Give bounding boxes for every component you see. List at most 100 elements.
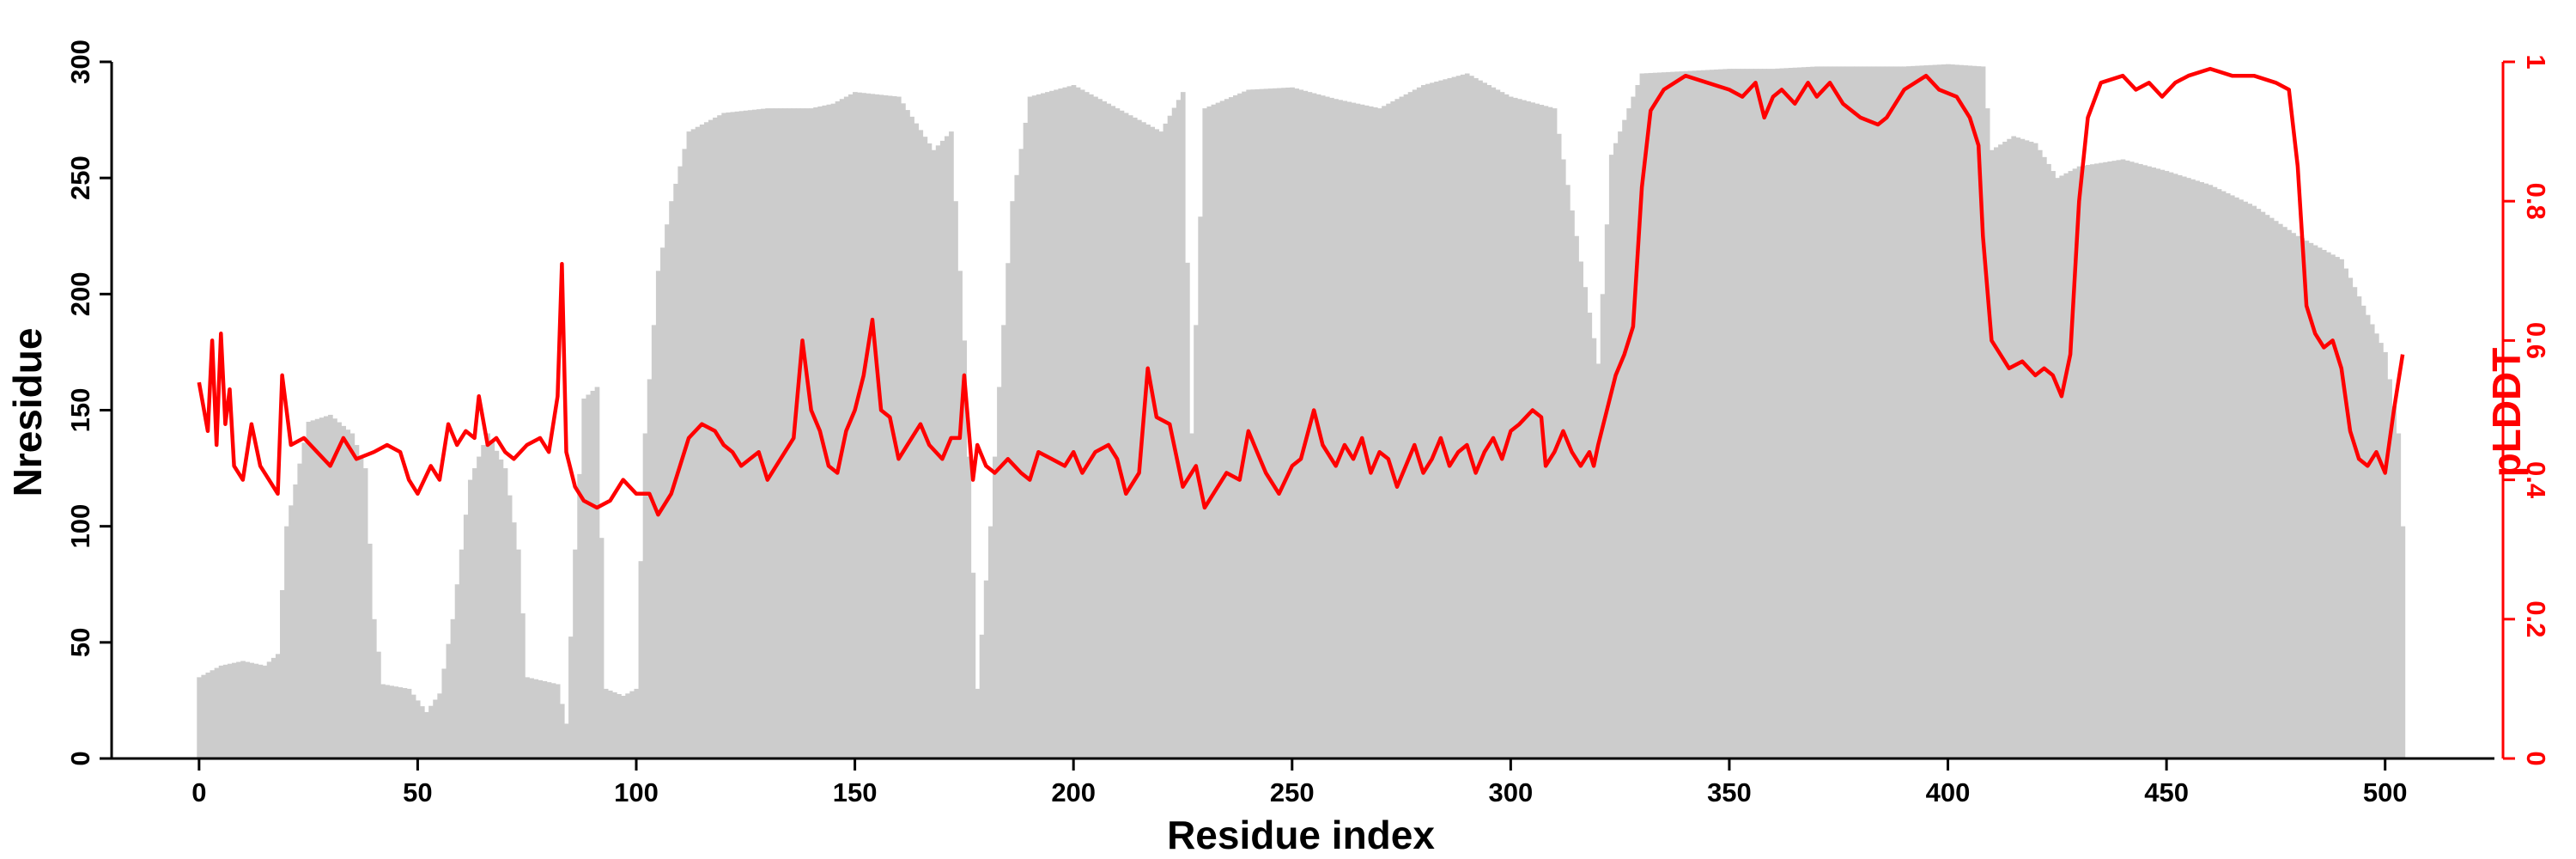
- right-y-tick-label: 1: [2521, 54, 2551, 69]
- nresidue-bar: [874, 94, 880, 759]
- nresidue-bar: [1801, 67, 1807, 759]
- nresidue-bar: [1495, 89, 1501, 758]
- nresidue-bar: [1735, 69, 1741, 759]
- nresidue-bar: [1127, 115, 1133, 758]
- nresidue-bar: [830, 103, 836, 758]
- nresidue-bar: [983, 580, 989, 758]
- nresidue-bar: [1928, 64, 1934, 758]
- nresidue-bar: [240, 661, 246, 758]
- nresidue-bar: [494, 450, 500, 758]
- nresidue-bar: [489, 442, 495, 758]
- nresidue-bar: [2234, 197, 2239, 758]
- nresidue-bar: [358, 456, 364, 758]
- nresidue-bar: [258, 664, 264, 758]
- nresidue-bar: [713, 117, 718, 758]
- nresidue-bar: [1298, 89, 1304, 758]
- nresidue-bar: [1788, 68, 1794, 758]
- nresidue-bar: [1154, 129, 1160, 758]
- nresidue-bar: [2076, 166, 2082, 758]
- nresidue-bar: [533, 679, 539, 758]
- nresidue-bar: [2256, 209, 2262, 758]
- nresidue-bar: [1570, 210, 1575, 758]
- nresidue-bar: [1202, 108, 1208, 758]
- nresidue-bar: [2099, 162, 2104, 759]
- nresidue-bar: [2199, 182, 2204, 758]
- nresidue-bar: [1534, 103, 1540, 758]
- nresidue-bar: [2190, 179, 2196, 759]
- nresidue-bar: [690, 129, 696, 758]
- nresidue-bar: [337, 422, 342, 758]
- nresidue-bar: [751, 109, 757, 758]
- nresidue-bar: [1656, 72, 1662, 758]
- nresidue-bar: [1119, 110, 1125, 758]
- nresidue-bar: [1123, 113, 1129, 759]
- nresidue-bar: [376, 651, 381, 758]
- x-axis-title: Residue index: [1167, 813, 1435, 857]
- nresidue-bar: [2287, 229, 2292, 759]
- nresidue-bar: [1919, 65, 1925, 758]
- nresidue-bar: [1727, 69, 1733, 759]
- nresidue-bar: [1954, 64, 1959, 758]
- nresidue-bar: [550, 683, 556, 758]
- nresidue-bar: [525, 677, 530, 758]
- nresidue-bar: [441, 668, 447, 758]
- nresidue-bar: [2042, 156, 2047, 759]
- nresidue-bar: [1075, 87, 1081, 759]
- nresidue-bar: [1372, 107, 1378, 759]
- nresidue-bar: [2181, 176, 2187, 759]
- nresidue-bar: [1578, 261, 1583, 758]
- nresidue-bar: [1031, 95, 1037, 758]
- nresidue-bar: [1320, 95, 1326, 758]
- x-tick-label: 450: [2144, 777, 2189, 807]
- nresidue-bar: [467, 479, 473, 758]
- nresidue-bar: [2247, 204, 2253, 759]
- nresidue-bar: [918, 130, 924, 758]
- nresidue-bar: [249, 662, 255, 758]
- nresidue-bar: [1884, 66, 1890, 758]
- nresidue-bar: [2229, 195, 2235, 758]
- nresidue-bar: [1989, 149, 1995, 759]
- nresidue-bar: [1858, 66, 1863, 758]
- nresidue-bar: [1263, 88, 1269, 759]
- nresidue-bar: [1814, 66, 1820, 758]
- nresidue-bar: [573, 549, 578, 758]
- nresidue-bar: [883, 94, 889, 759]
- nresidue-bar: [1762, 69, 1767, 759]
- nresidue-bar: [1875, 66, 1881, 758]
- x-tick-label: 300: [1488, 777, 1533, 807]
- nresidue-bar: [362, 468, 368, 758]
- nresidue-bar: [1710, 70, 1715, 758]
- nresidue-bar: [1163, 123, 1169, 758]
- nresidue-bar: [2186, 178, 2191, 759]
- nresidue-bar: [1364, 105, 1370, 758]
- right-y-tick-label: 0.2: [2521, 600, 2551, 637]
- nresidue-bar: [341, 425, 347, 758]
- nresidue-bar: [1547, 107, 1553, 758]
- nresidue-bar: [905, 110, 910, 759]
- nresidue-bar: [2046, 163, 2051, 758]
- nresidue-bar: [822, 105, 828, 758]
- nresidue-bar: [1303, 90, 1309, 759]
- nresidue-bar: [310, 420, 316, 758]
- x-tick-label: 200: [1051, 777, 1096, 807]
- nresidue-bar: [629, 691, 635, 758]
- nresidue-bar: [2116, 160, 2122, 759]
- nresidue-bar: [2282, 227, 2287, 759]
- nresidue-bar: [1473, 77, 1479, 759]
- nresidue-bar: [1420, 85, 1426, 758]
- nresidue-bar: [2277, 223, 2283, 758]
- nresidue-bar: [568, 637, 574, 758]
- nresidue-bar: [498, 459, 504, 758]
- nresidue-bar: [1403, 94, 1409, 759]
- nresidue-bar: [1959, 64, 1964, 759]
- nresidue-bar: [1643, 73, 1649, 758]
- nresidue-bar: [1862, 66, 1868, 758]
- right-y-axis-title: pLDDT: [2484, 348, 2529, 478]
- nresidue-bar: [1600, 294, 1606, 759]
- nresidue-bar: [738, 111, 744, 758]
- nresidue-bar: [2133, 162, 2139, 759]
- nresidue-bar: [1058, 88, 1064, 759]
- nresidue-bar: [1591, 338, 1597, 758]
- nresidue-bar: [1368, 106, 1374, 758]
